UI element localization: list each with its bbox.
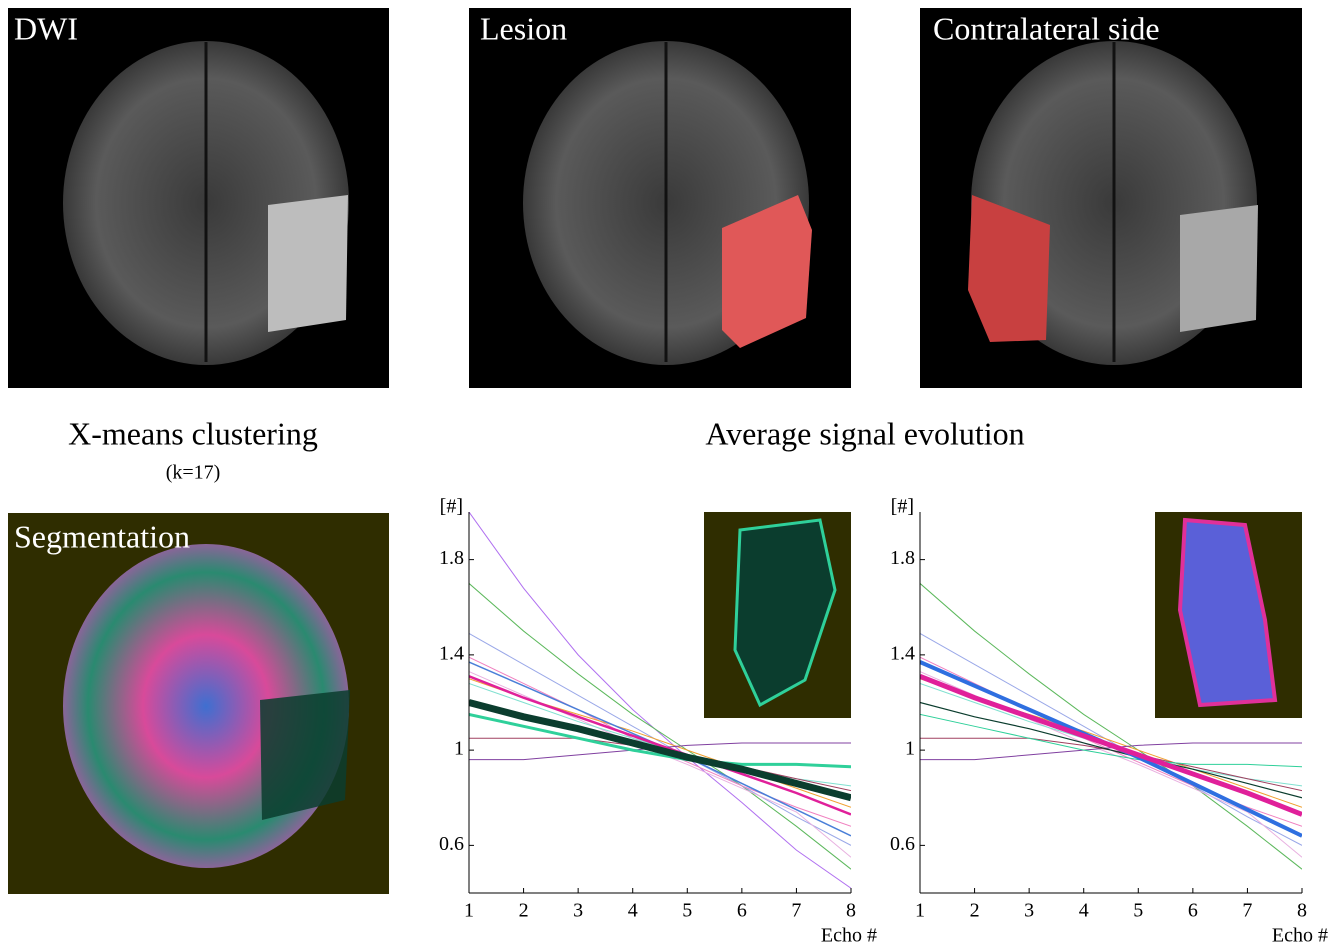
y-tick-label: 0.6 (890, 833, 915, 855)
y-tick-label: 1 (454, 738, 464, 760)
x-tick-label: 2 (970, 900, 980, 922)
y-axis-label: [#] (440, 496, 463, 518)
lesion-bright (1180, 205, 1258, 332)
y-tick-label: 1.8 (890, 547, 915, 569)
contralateral-overlay (968, 195, 1050, 342)
x-tick-label: 7 (1242, 900, 1252, 922)
x-tick-label: 7 (791, 900, 801, 922)
series-line (920, 673, 1302, 817)
x-tick-label: 8 (846, 900, 856, 922)
series-line (469, 633, 851, 846)
series-line (920, 701, 1302, 799)
series-line (920, 583, 1302, 870)
x-tick-label: 5 (1133, 900, 1143, 922)
series-line (469, 699, 851, 802)
x-axis-label: Echo # (821, 925, 877, 947)
series-line (920, 713, 1302, 768)
x-axis-label: Echo # (1272, 925, 1328, 947)
inset-clusters (733, 518, 837, 708)
x-tick-label: 4 (1079, 900, 1089, 922)
panel-label: DWI (14, 10, 78, 46)
panel-label: Lesion (480, 10, 567, 46)
heading-note: (k=17) (166, 462, 221, 484)
inset-clusters (1177, 517, 1278, 708)
x-tick-label: 4 (628, 900, 638, 922)
x-tick-label: 6 (737, 900, 747, 922)
x-tick-label: 2 (519, 900, 529, 922)
y-tick-label: 0.6 (439, 833, 464, 855)
x-tick-label: 3 (573, 900, 583, 922)
x-tick-label: 5 (682, 900, 692, 922)
cluster-region (260, 690, 350, 820)
series-line (920, 633, 1302, 846)
series-line (469, 512, 851, 889)
lesion-overlay (722, 195, 812, 348)
y-tick-label: 1.4 (890, 642, 915, 664)
y-axis-label: [#] (891, 496, 914, 518)
heading: Average signal evolution (705, 415, 1024, 451)
x-tick-label: 1 (915, 900, 925, 922)
series-line (469, 583, 851, 870)
panel-label: Segmentation (14, 518, 190, 554)
series-line (469, 675, 851, 816)
lesion-bright (268, 195, 348, 332)
x-tick-label: 8 (1297, 900, 1307, 922)
panel-label: Contralateral side (933, 10, 1160, 46)
y-tick-label: 1.4 (439, 642, 464, 664)
y-tick-label: 1.8 (439, 547, 464, 569)
x-tick-label: 6 (1188, 900, 1198, 922)
y-tick-label: 1 (905, 738, 915, 760)
series-line (469, 712, 851, 769)
x-tick-label: 3 (1024, 900, 1034, 922)
x-tick-label: 1 (464, 900, 474, 922)
heading: X-means clustering (68, 415, 318, 451)
